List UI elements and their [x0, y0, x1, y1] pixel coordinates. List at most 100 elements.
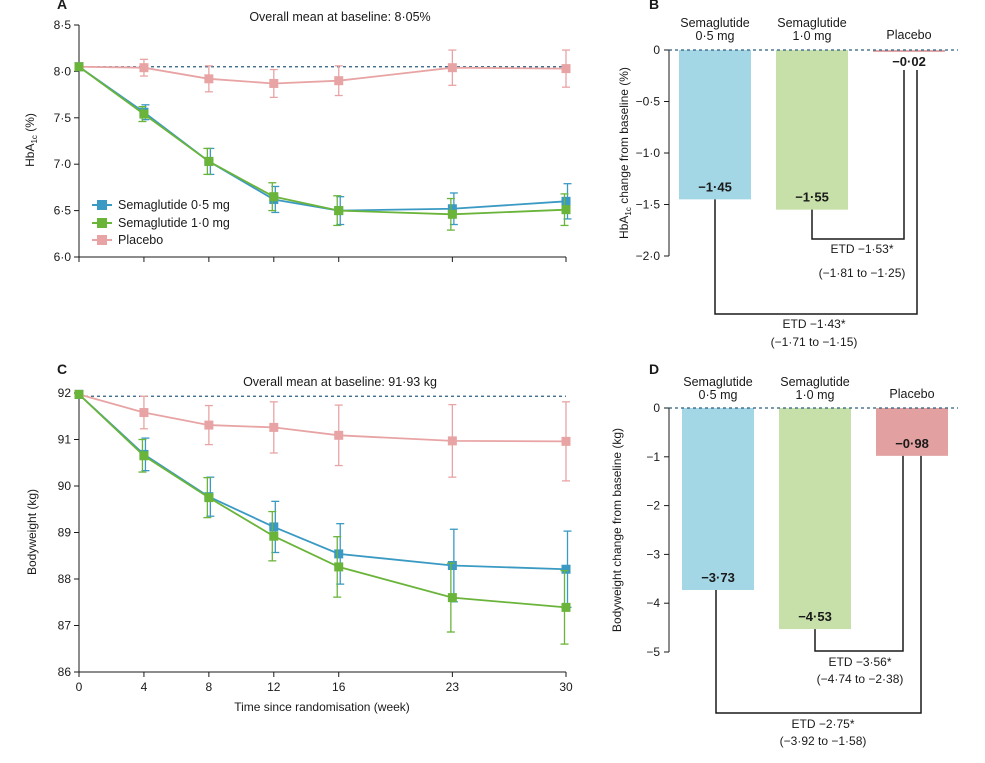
- svg-text:HbA1c change from baseline (%): HbA1c change from baseline (%): [617, 67, 633, 239]
- panel-a-letter: A: [57, 0, 67, 12]
- panel-d-y-tick-label: 0: [653, 401, 660, 415]
- panel-b-ylabel: HbA1c change from baseline (%): [617, 67, 633, 239]
- panel-a-y-tick-label: 8·0: [54, 64, 72, 78]
- panel-c-x-tick-label: 12: [267, 680, 281, 694]
- panel-a-point-sema05: [447, 204, 457, 214]
- panel-c-ylabel: Bodyweight (kg): [25, 489, 39, 575]
- panel-b-bar-0: [679, 50, 751, 200]
- panel-c-x-tick-label: 16: [332, 680, 346, 694]
- panel-b-etd-label: ETD −1·53*: [830, 242, 893, 256]
- panel-c-y-tick-label: 91: [58, 433, 72, 447]
- panel-d-category-label: Semaglutide: [683, 375, 753, 389]
- panel-b-category-label: 0·5 mg: [696, 29, 735, 43]
- panel-a-point-sema10: [74, 62, 84, 72]
- panel-a-point-placebo: [447, 63, 457, 73]
- panel-c-point-placebo: [204, 420, 214, 430]
- legend-item-placebo: Placebo: [92, 233, 163, 247]
- panel-a-point-sema10: [269, 192, 279, 202]
- panel-b-y-tick-label: −1·0: [636, 146, 661, 160]
- panel-c-y-tick-label: 90: [58, 479, 72, 493]
- panel-a-legend: Semaglutide 0·5 mg Semaglutide 1·0 mg Pl…: [92, 198, 230, 247]
- panel-a-point-placebo: [139, 63, 149, 73]
- panel-c-point-sema05: [334, 549, 344, 559]
- panel-c-plot: 86 87 88 89 90 91 92 0 4 8 12 16 23 30: [58, 386, 573, 694]
- panel-c-line-placebo: [78, 393, 567, 443]
- panel-d-y-tick-label: −2: [646, 499, 660, 513]
- panel-c-baseline-note: Overall mean at baseline: 91·93 kg: [243, 375, 437, 389]
- panel-c-point-placebo: [447, 436, 457, 446]
- panel-d-value-label: −0·98: [895, 436, 929, 451]
- panel-a-y-tick-label: 7·0: [54, 157, 72, 171]
- panel-b-y-tick-label: −0·5: [636, 95, 661, 109]
- panel-c-point-sema10: [269, 531, 279, 541]
- panel-c-y-tick-label: 89: [58, 526, 72, 540]
- panel-a-line-sema10: [78, 66, 567, 216]
- panel-a-series-sema10: [74, 62, 571, 231]
- panel-c-point-sema10: [561, 602, 571, 612]
- panel-a-point-sema10: [561, 205, 571, 215]
- panel-a-point-sema10: [204, 156, 214, 166]
- panel-d-letter: D: [649, 361, 659, 377]
- panel-d-etd-ci: (−4·74 to −2·38): [817, 672, 904, 686]
- legend-label-sema05: Semaglutide 0·5 mg: [118, 198, 230, 212]
- panel-c-y-tick-label: 88: [58, 572, 72, 586]
- panel-d-etd-label: ETD −3·56*: [828, 655, 891, 669]
- legend-label-sema10: Semaglutide 1·0 mg: [118, 216, 230, 230]
- panel-c-point-placebo: [139, 408, 149, 418]
- panel-d-y-tick-label: −5: [646, 645, 660, 659]
- panel-d-y-tick-label: −1: [646, 450, 660, 464]
- panel-a-baseline-note: Overall mean at baseline: 8·05%: [249, 10, 430, 24]
- panel-c-point-sema05: [269, 522, 279, 532]
- panel-a-plot: 6·0 6·5 7·0 7·5 8·0 8·5: [54, 18, 572, 264]
- panel-d-etd-bracket: [814, 455, 904, 652]
- legend-label-placebo: Placebo: [118, 233, 163, 247]
- panel-a-point-sema05: [561, 196, 571, 206]
- panel-d-etd-label: ETD −2·75*: [791, 717, 854, 731]
- panel-b-category-label: Semaglutide: [680, 16, 750, 30]
- panel-c-line-sema05: [78, 393, 567, 571]
- panel-b-y-tick-label: 0: [653, 43, 660, 57]
- panel-c-point-sema05: [561, 564, 571, 574]
- panel-a-series-placebo: [74, 49, 571, 99]
- panel-b-bar-2: [873, 50, 945, 53]
- legend-marker-sema05: [97, 200, 107, 210]
- panel-c-line-sema10: [78, 393, 567, 609]
- legend-item-sema10: Semaglutide 1·0 mg: [92, 216, 230, 230]
- panel-c-series-sema10: [74, 389, 571, 645]
- panel-c-x-tick-label: 8: [206, 680, 213, 694]
- panel-b-letter: B: [649, 0, 659, 12]
- panel-d-etd-ci: (−3·92 to −1·58): [780, 734, 867, 748]
- panel-d-category-label: 0·5 mg: [699, 388, 738, 402]
- panel-c-point-sema10: [447, 593, 457, 603]
- panel-a-y-tick-label: 7·5: [54, 111, 72, 125]
- panel-d-category-label: Placebo: [889, 387, 934, 401]
- panel-c-point-placebo: [561, 436, 571, 446]
- panel-a-point-sema10: [447, 209, 457, 219]
- panel-c-point-placebo: [269, 422, 279, 432]
- panel-d-y-tick-label: −3: [646, 547, 660, 561]
- panel-a-point-sema10: [334, 206, 344, 216]
- panel-d-y-tick-label: −4: [646, 596, 660, 610]
- panel-c-point-sema10: [204, 493, 214, 503]
- panel-b-category-label: Placebo: [886, 28, 931, 42]
- panel-c-y-tick-label: 87: [58, 619, 72, 633]
- panel-c-x-tick-label: 4: [141, 680, 148, 694]
- panel-b-value-label: −0·02: [892, 54, 926, 69]
- svg-text:HbA1c (%): HbA1c (%): [23, 113, 39, 167]
- panel-b-bar-1: [776, 50, 848, 210]
- panel-a-line-placebo: [78, 65, 567, 85]
- panel-c-x-tick-label: 23: [446, 680, 460, 694]
- panel-d-bar-0: [682, 408, 754, 591]
- panel-b-value-label: −1·55: [795, 190, 829, 205]
- panel-b-etd-ci: (−1·71 to −1·15): [771, 335, 858, 349]
- panel-c-y-tick-label: 86: [58, 665, 72, 679]
- panel-d-value-label: −4·53: [798, 609, 832, 624]
- panel-a-y-tick-label: 6·0: [54, 250, 72, 264]
- panel-b-category-label: Semaglutide: [777, 16, 847, 30]
- panel-b-etd-bracket: [811, 70, 905, 240]
- panel-b-category-label: 1·0 mg: [793, 29, 832, 43]
- panel-a-y-tick-label: 8·5: [54, 18, 72, 32]
- panel-c-x-tick-label: 0: [76, 680, 83, 694]
